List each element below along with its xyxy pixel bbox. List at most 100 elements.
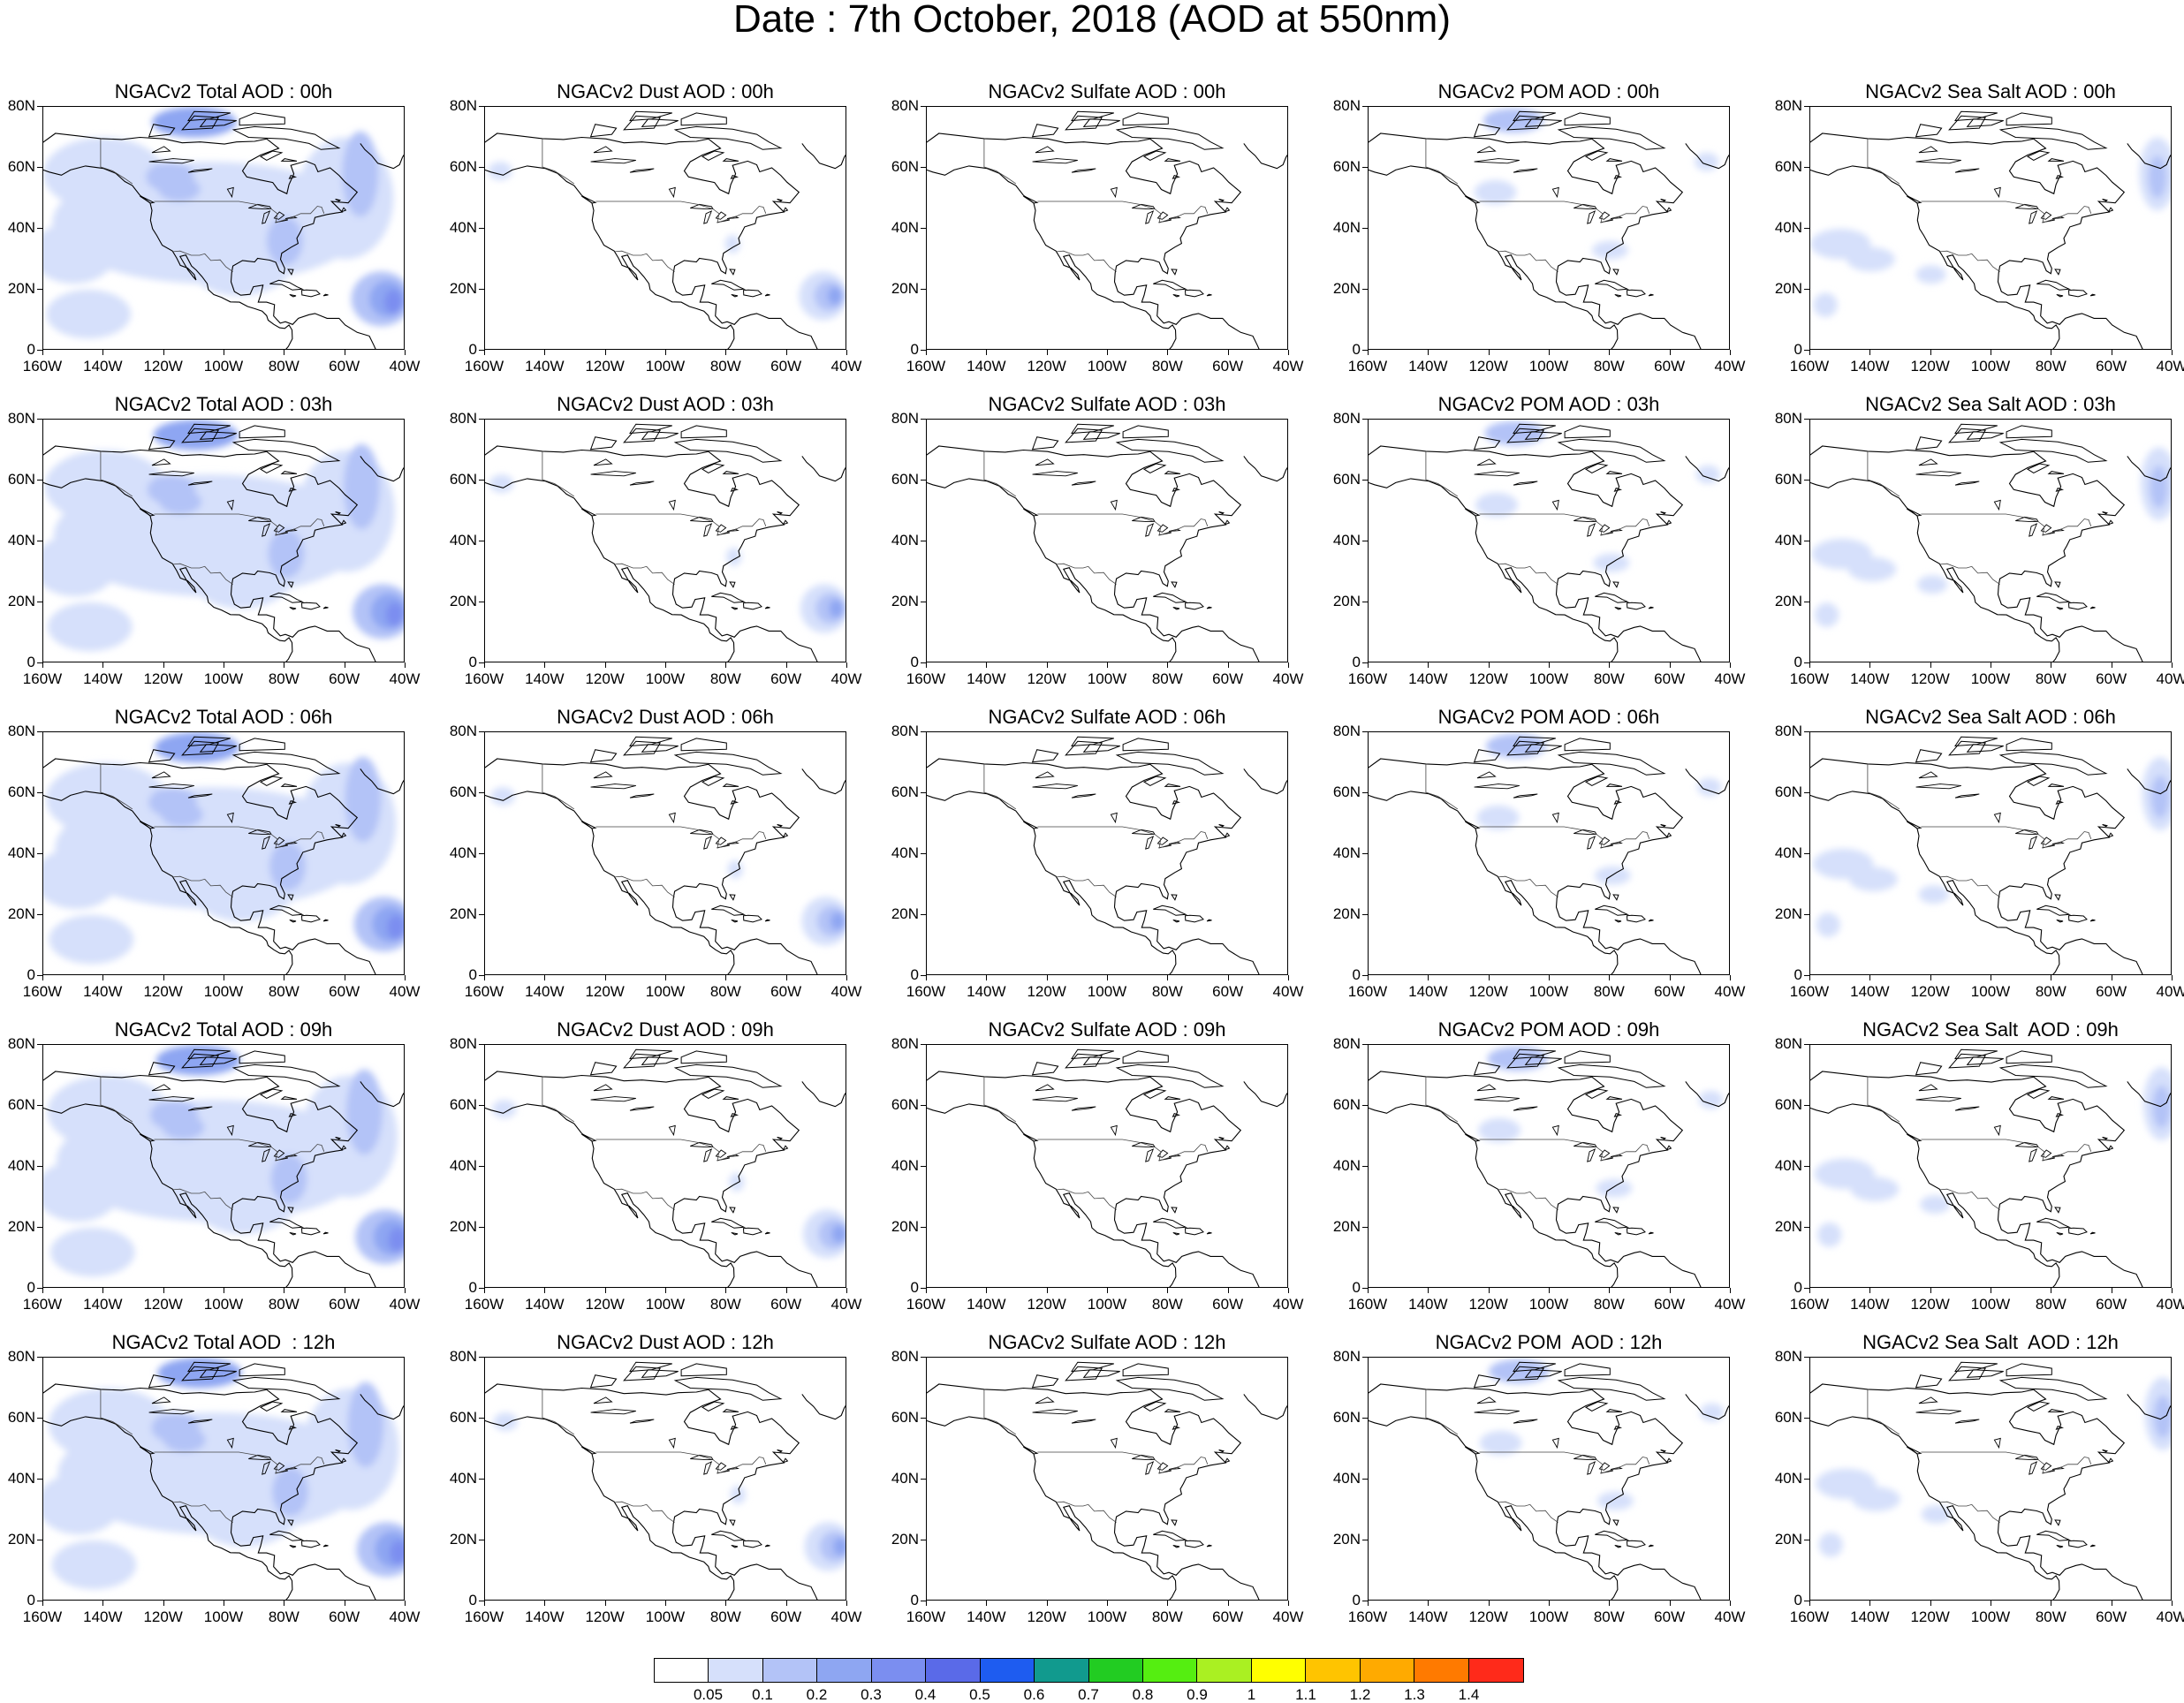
coastline [1610, 216, 1623, 220]
y-tick-label: 40N [891, 844, 919, 861]
y-tick-label: 80N [7, 723, 35, 739]
aod-patch [385, 602, 404, 627]
coastline [927, 478, 1177, 662]
y-tick [37, 1288, 42, 1289]
coastline [360, 456, 404, 482]
political-border [1939, 1188, 2000, 1210]
coastline [1023, 821, 1039, 829]
coastline [226, 1437, 234, 1449]
coastline [590, 471, 636, 477]
coastline [2067, 914, 2088, 923]
y-tick-label: 60N [1332, 1096, 1361, 1113]
x-tick-label: 60W [1654, 983, 1686, 1000]
colorbar-label: 1.1 [1295, 1686, 1316, 1703]
coastline [1648, 919, 1654, 922]
y-tick-label: 20N [7, 1218, 35, 1235]
coastline [629, 793, 655, 799]
coastline [287, 1207, 294, 1214]
x-tick [484, 350, 485, 355]
y-tick-label: 80N [1774, 723, 1802, 739]
coastline [1954, 481, 1980, 486]
coastline [2067, 1540, 2088, 1548]
x-tick-label: 60W [1654, 670, 1686, 687]
coastline [730, 487, 739, 492]
coastline [1145, 523, 1155, 537]
coastline [1122, 112, 1169, 126]
y-tick-label: 0 [468, 341, 477, 358]
x-tick [1167, 1601, 1169, 1606]
coastline [226, 499, 234, 511]
map-canvas [1810, 736, 2171, 974]
political-border [1056, 1188, 1117, 1210]
x-tick [1809, 1288, 1810, 1293]
y-tick [479, 1166, 484, 1167]
coastline [43, 165, 293, 349]
coastline [1071, 736, 1114, 747]
y-tick-label: 80N [7, 1348, 35, 1365]
x-tick-label: 40W [830, 983, 862, 1000]
x-tick-label: 100W [645, 1296, 686, 1313]
coastline [2127, 1081, 2171, 1108]
x-tick-label: 100W [1087, 670, 1127, 687]
y-tick [1362, 662, 1368, 663]
coastline [1660, 511, 1666, 515]
panel-title: NGACv2 Dust AOD : 00h [557, 80, 774, 102]
x-tick [785, 1288, 787, 1293]
coastline [1513, 736, 1556, 747]
y-tick-label: 0 [1352, 341, 1361, 358]
y-tick-label: 60N [1774, 1096, 1802, 1113]
y-tick [921, 1105, 926, 1106]
coastline [680, 425, 727, 439]
coastline [289, 1232, 297, 1236]
coastline [1998, 438, 2108, 463]
map-canvas [1810, 110, 2171, 349]
coastline [187, 1361, 231, 1373]
coastline [629, 1106, 655, 1111]
x-tick [484, 975, 485, 980]
coastline [1587, 523, 1596, 537]
map-sulfate-2 [926, 731, 1288, 975]
political-border [983, 763, 1017, 810]
coastline [711, 279, 747, 291]
x-tick [1107, 350, 1108, 355]
coastline [590, 158, 636, 164]
aod-patch [1695, 152, 1719, 171]
y-tick-label: 80N [891, 723, 919, 739]
coastline [1243, 143, 1287, 170]
x-tick-label: 60W [2096, 983, 2127, 1000]
coastline [1915, 436, 1943, 450]
y-tick-label: 40N [7, 532, 35, 549]
map-total-1 [42, 419, 405, 662]
coastline [187, 793, 213, 799]
map-seasalt-0 [1809, 106, 2172, 350]
coastline [731, 1545, 739, 1548]
x-tick [2172, 662, 2173, 668]
coastline [1145, 210, 1155, 224]
x-tick-label: 40W [2156, 1608, 2184, 1625]
y-tick [37, 975, 42, 976]
colorbar-label: 0.2 [806, 1686, 828, 1703]
x-tick-label: 60W [329, 983, 360, 1000]
coastline [1915, 471, 1961, 477]
coastline [284, 528, 298, 533]
x-tick-label: 140W [1850, 670, 1890, 687]
coastline [300, 1227, 321, 1236]
x-tick-label: 100W [645, 670, 686, 687]
coastline [199, 431, 237, 440]
coastline [287, 1519, 294, 1526]
y-tick-label: 40N [7, 844, 35, 861]
x-tick [986, 1601, 988, 1606]
aod-patch [490, 787, 515, 806]
x-tick [725, 1601, 727, 1606]
x-tick [1107, 1288, 1108, 1293]
coastline [273, 836, 285, 845]
y-tick-label: 40N [1774, 532, 1802, 549]
coastline [1156, 1149, 1169, 1158]
colorbar-swatch [1468, 1659, 1523, 1682]
colorbar-label: 1 [1247, 1686, 1256, 1703]
coastline [248, 1454, 272, 1461]
y-tick [1804, 731, 1809, 732]
x-tick [665, 662, 666, 668]
panel-title: NGACv2 Dust AOD : 03h [557, 393, 774, 415]
x-tick [2172, 1601, 2173, 1606]
